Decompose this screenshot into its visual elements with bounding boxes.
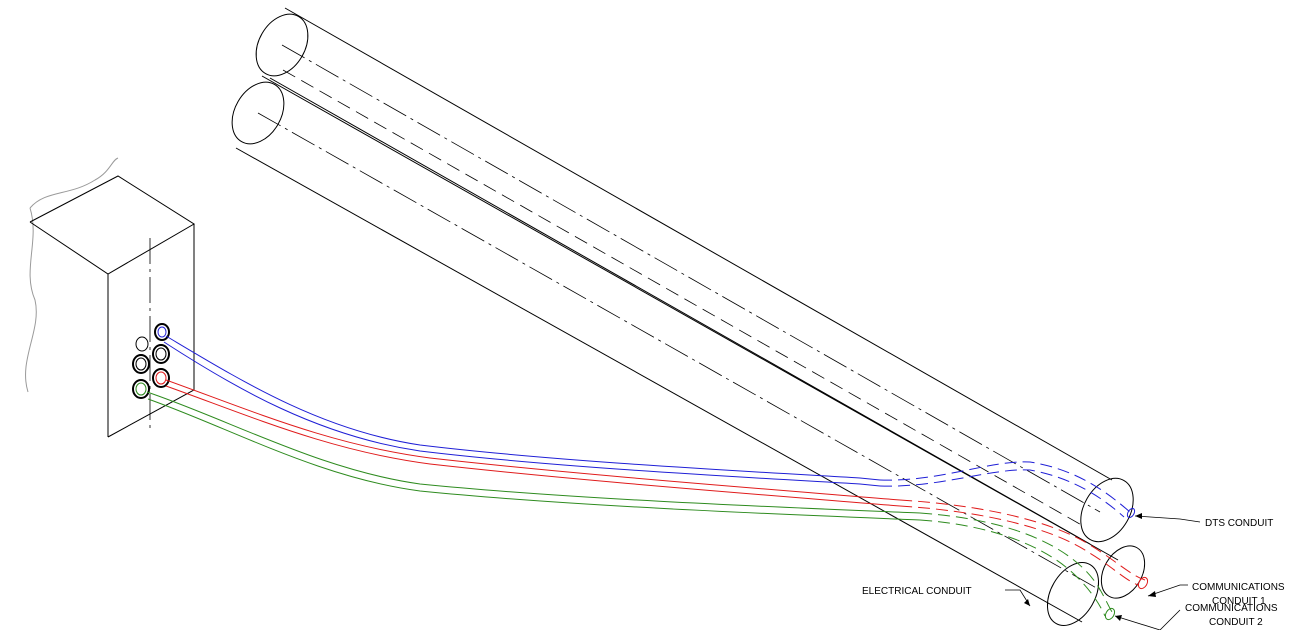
port-comm2 bbox=[132, 379, 150, 399]
port-comm1 bbox=[152, 368, 170, 388]
dts-cable bbox=[163, 335, 1136, 519]
comm1-conduit-callout: COMMUNICATIONS CONDUIT 1 bbox=[1147, 582, 1285, 607]
dts-conduit-end bbox=[1080, 477, 1134, 543]
dts-conduit-label: DTS CONDUIT bbox=[1205, 518, 1273, 529]
comm1-conduit-end bbox=[1100, 545, 1146, 599]
comm2-conduit-label-1: COMMUNICATIONS bbox=[1185, 603, 1278, 614]
port-empty bbox=[135, 336, 149, 352]
port-left-mid bbox=[132, 354, 150, 374]
port-right-mid bbox=[152, 344, 170, 364]
upper-pipe bbox=[255, 7, 1113, 545]
dts-conduit-callout: DTS CONDUIT bbox=[1134, 513, 1273, 529]
comm1-cable bbox=[165, 379, 1149, 590]
comm1-conduit-label-2: CONDUIT 1 bbox=[1212, 596, 1266, 607]
box-outline bbox=[29, 175, 195, 438]
comm2-conduit-callout: COMMUNICATIONS CONDUIT 2 bbox=[1114, 603, 1278, 631]
lower-pipe bbox=[231, 75, 1119, 623]
comm2-cable bbox=[146, 391, 1116, 621]
electrical-conduit-label: ELECTRICAL CONDUIT bbox=[862, 586, 972, 597]
junction-box bbox=[25, 157, 195, 438]
comm1-conduit-label-1: COMMUNICATIONS bbox=[1192, 582, 1285, 593]
wall-breakline bbox=[25, 157, 119, 393]
electrical-conduit-end bbox=[1046, 562, 1100, 626]
electrical-conduit-callout: ELECTRICAL CONDUIT bbox=[862, 586, 1031, 607]
comm2-conduit-label-2: CONDUIT 2 bbox=[1209, 617, 1263, 628]
port-dts bbox=[154, 323, 170, 341]
